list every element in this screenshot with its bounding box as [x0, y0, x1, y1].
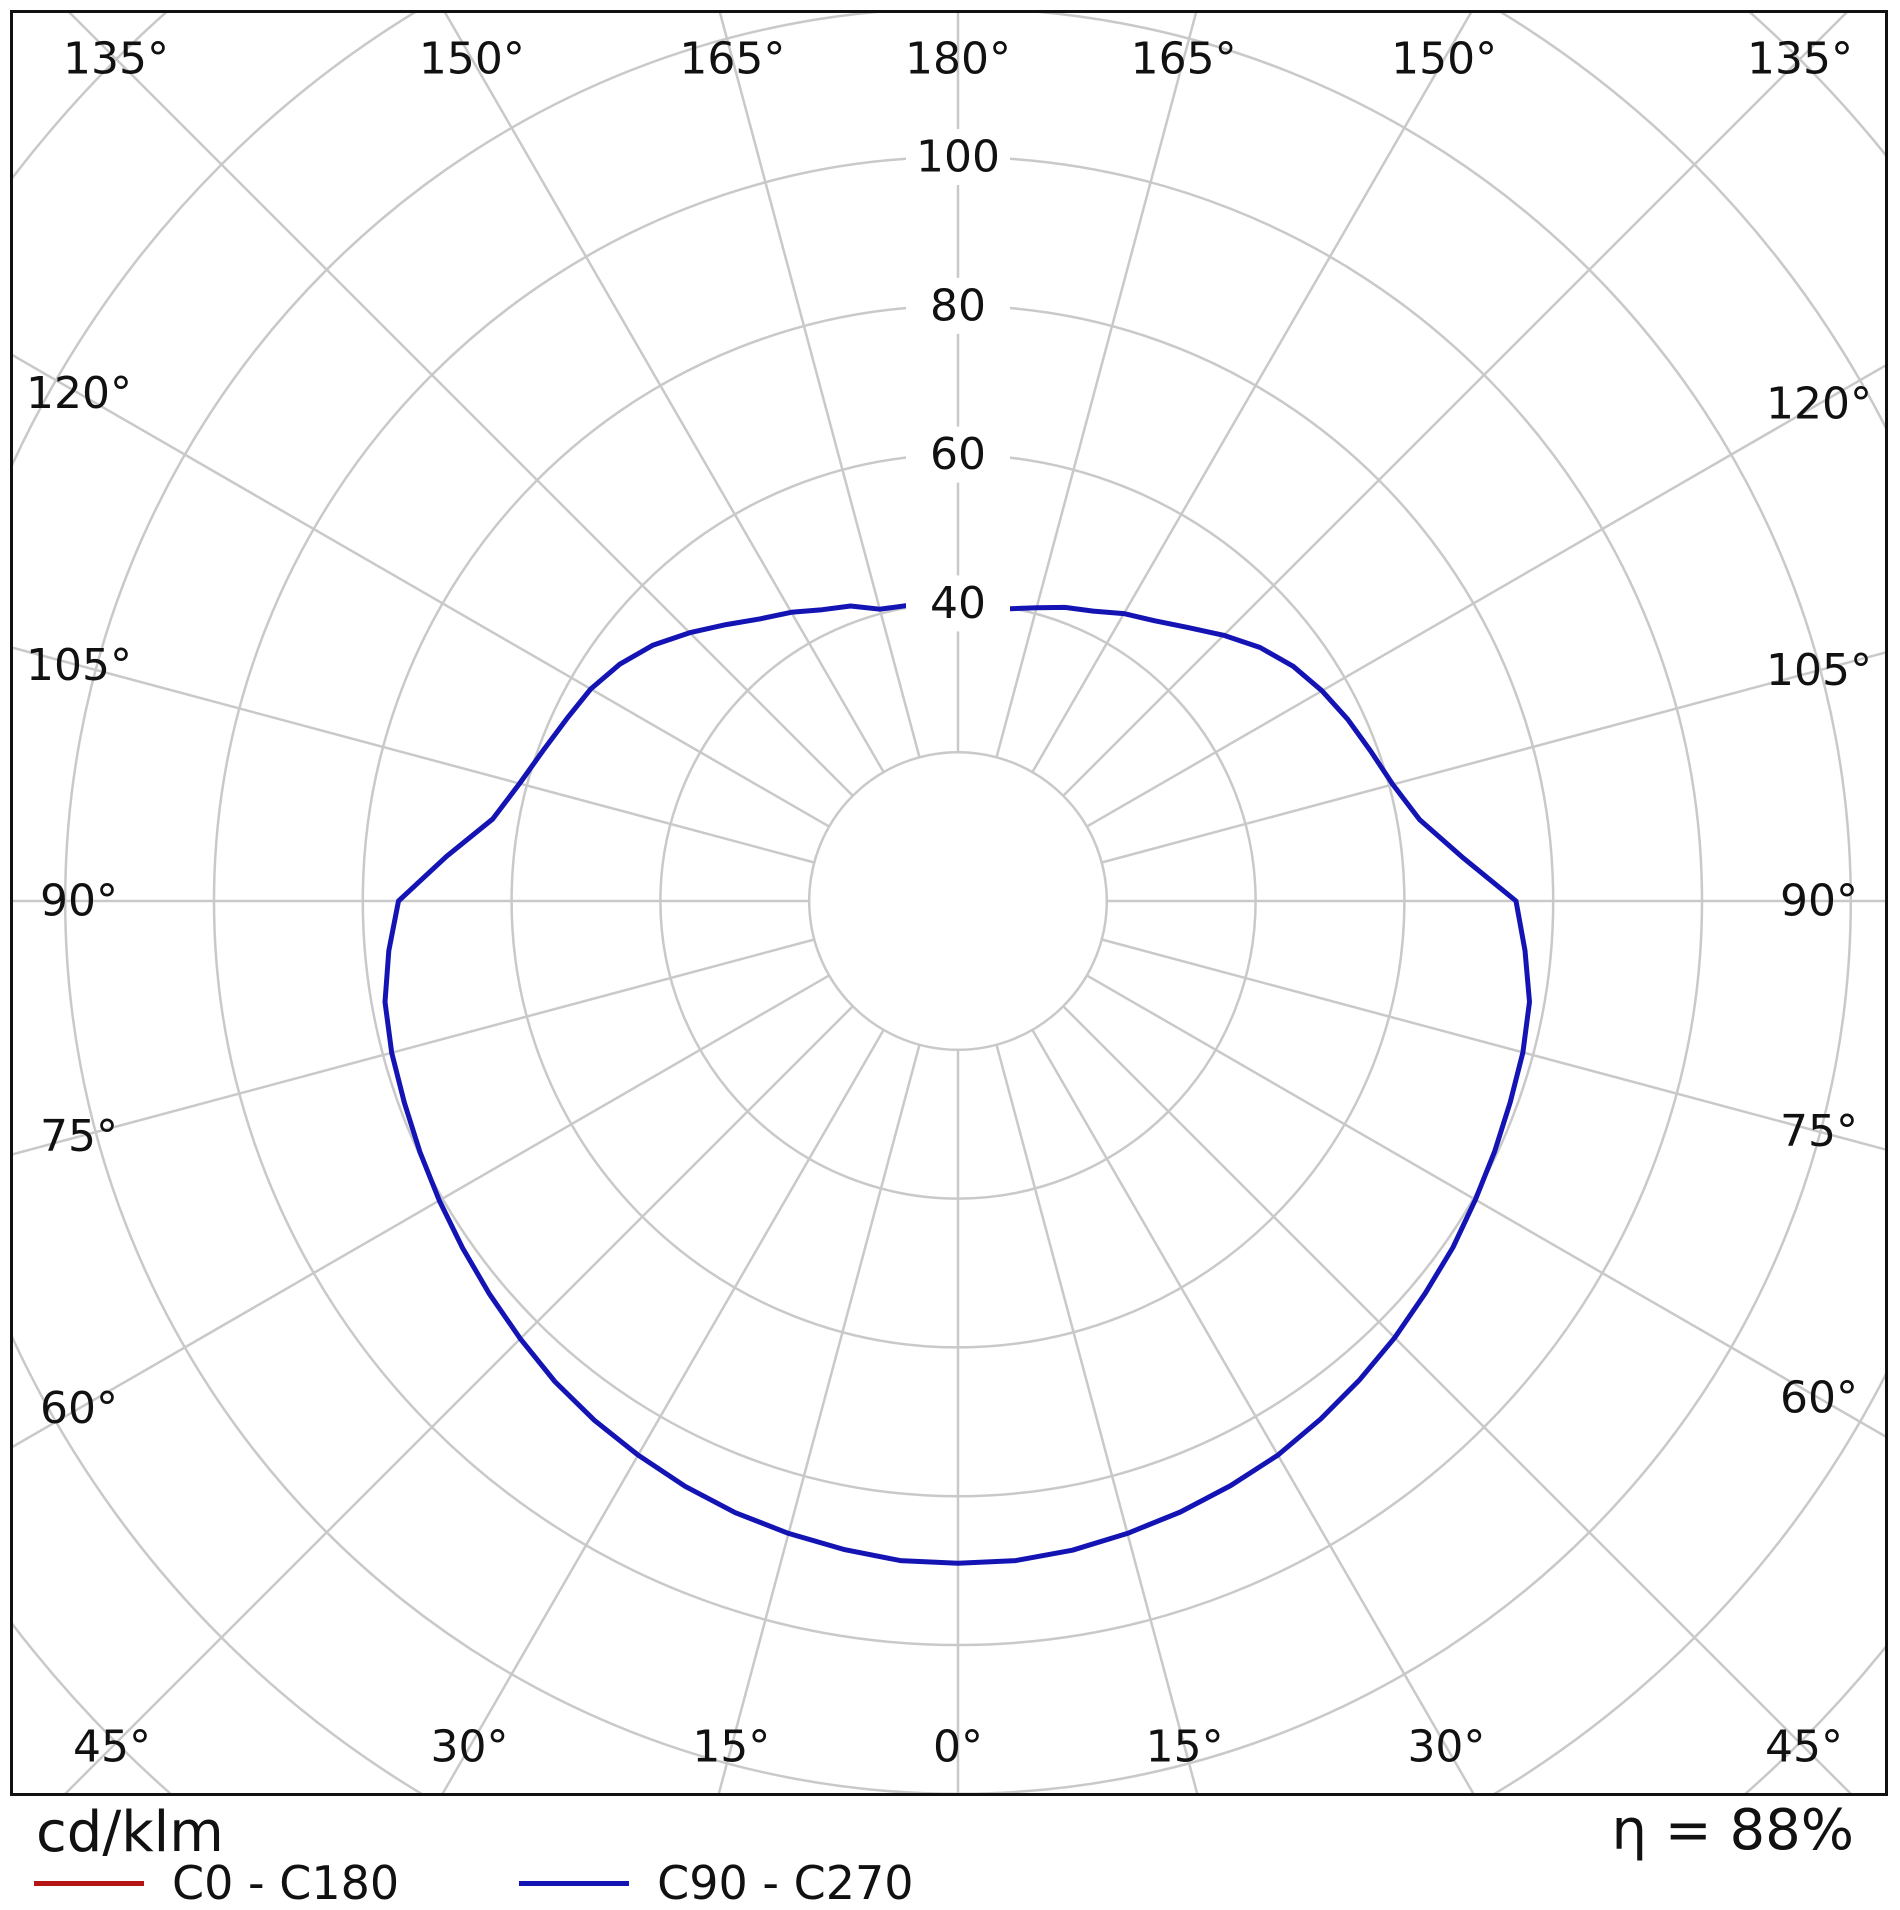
angle-label: 30° [1407, 1722, 1485, 1773]
grid-spoke [13, 974, 830, 1449]
grid-spoke [1101, 938, 1885, 1151]
angle-label: 45° [73, 1722, 151, 1773]
legend-item-c0-c180: C0 - C180 [34, 1856, 399, 1910]
angle-label: 75° [1780, 1106, 1858, 1157]
legend: C0 - C180 C90 - C270 [34, 1856, 914, 1910]
grid-spoke [717, 1044, 921, 1793]
radial-tick-label: 100 [916, 132, 1000, 183]
angle-label: 105° [26, 640, 132, 691]
polar-photometric-chart: 40 60 80 100 0° 15° 15° 30° 30° 45° 45° 60° 60° 75° 75… [13, 13, 1885, 1793]
legend-item-c90-c270: C90 - C270 [519, 1856, 914, 1910]
angle-label: 120° [26, 368, 132, 419]
grid-spoke [1031, 13, 1473, 773]
tick-gap [906, 129, 1010, 185]
tick-gap [906, 277, 1010, 334]
radial-tick-label: 60 [930, 429, 986, 480]
angle-label: 150° [419, 34, 525, 85]
angle-label: 165° [1131, 34, 1237, 85]
angle-label: 60° [40, 1383, 118, 1434]
angle-label: 60° [1780, 1373, 1858, 1424]
polar-chart-frame: 40 60 80 100 0° 15° 15° 30° 30° 45° 45° 60° 60° 75° 75… [10, 10, 1888, 1796]
angle-label: 90° [40, 876, 118, 927]
grid-spoke [443, 13, 885, 773]
angle-label: 150° [1391, 34, 1497, 85]
grid-circle [807, 750, 1109, 1052]
efficiency-label: η = 88% [1611, 1798, 1854, 1863]
grid-spoke [1062, 1005, 1852, 1793]
grid-spoke [995, 13, 1198, 758]
angle-label: 135° [63, 34, 169, 85]
angle-label: 0° [933, 1722, 983, 1773]
grid-spoke [1101, 651, 1885, 864]
grid-spoke [995, 1044, 1199, 1793]
angle-label: 180° [905, 34, 1011, 85]
grid-spoke [64, 1005, 854, 1793]
angle-label: 75° [40, 1111, 118, 1162]
grid-spoke [68, 13, 854, 797]
grid-spoke [718, 13, 921, 758]
grid-spoke [13, 353, 830, 828]
legend-line-c90-c270-swatch [519, 1880, 630, 1886]
grid-spoke [13, 646, 815, 864]
tick-gap [906, 575, 1010, 632]
grid-spoke [441, 1029, 885, 1793]
grid-spoke [1086, 364, 1885, 828]
grid-spoke [1031, 1029, 1475, 1793]
grid-spoke [1086, 974, 1885, 1438]
angle-label: 105° [1766, 645, 1872, 696]
legend-label-c90-c270: C90 - C270 [657, 1856, 914, 1910]
angle-label: 30° [431, 1722, 509, 1773]
angle-label: 90° [1780, 876, 1858, 927]
units-label: cd/klm [36, 1800, 224, 1865]
angle-label: 165° [679, 34, 785, 85]
angle-label: 135° [1747, 34, 1853, 85]
legend-line-c0-c180-swatch [34, 1880, 144, 1886]
grid-spoke [13, 938, 815, 1156]
grid-spoke [1062, 13, 1848, 797]
angle-label: 15° [692, 1722, 770, 1773]
angle-label: 120° [1766, 378, 1872, 429]
angle-label: 45° [1765, 1722, 1843, 1773]
tick-gap [906, 426, 1010, 483]
legend-label-c0-c180: C0 - C180 [172, 1856, 400, 1910]
angle-label: 15° [1146, 1722, 1224, 1773]
radial-tick-label: 40 [930, 578, 986, 629]
radial-tick-label: 80 [930, 280, 986, 331]
